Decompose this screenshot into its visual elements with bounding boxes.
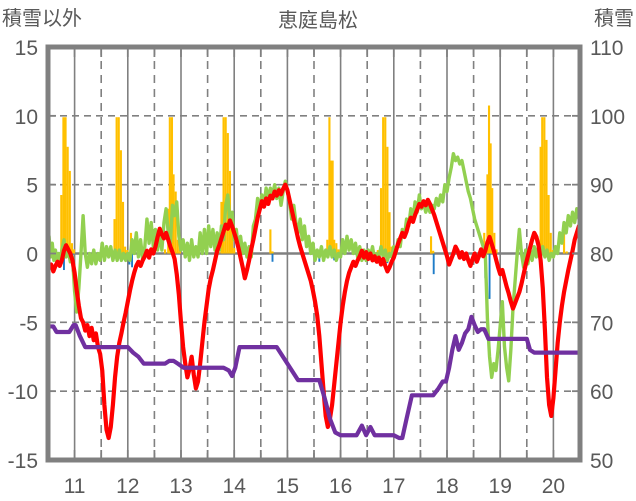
snow-bar bbox=[119, 150, 122, 254]
x-tick-label: 18 bbox=[435, 475, 458, 498]
snow-bar bbox=[486, 174, 489, 254]
snow-bar bbox=[222, 117, 225, 254]
snow-bar bbox=[543, 117, 546, 254]
snow-bar bbox=[126, 250, 129, 254]
chart-title: 恵庭島松 bbox=[278, 10, 358, 32]
y2-tick-label: 60 bbox=[590, 381, 613, 404]
x-tick-label: 15 bbox=[276, 475, 299, 498]
green-series-line bbox=[48, 151, 580, 383]
snow-bar bbox=[337, 249, 340, 254]
snow-bar bbox=[549, 232, 552, 254]
snow-bar bbox=[124, 246, 127, 254]
y-tick-label: -15 bbox=[8, 450, 38, 473]
x-tick-label: 13 bbox=[169, 475, 192, 498]
snow-bar bbox=[176, 239, 179, 254]
snow-bar bbox=[231, 222, 234, 254]
snow-bar bbox=[60, 194, 63, 254]
purple-series-line bbox=[48, 314, 580, 441]
x-tick-label: 16 bbox=[329, 475, 352, 498]
y-tick-label: 10 bbox=[15, 106, 38, 129]
snow-bar bbox=[388, 212, 391, 254]
x-tick-label: 20 bbox=[542, 475, 565, 498]
snow-bar bbox=[68, 170, 71, 254]
left-axis-title: 積雪以外 bbox=[2, 8, 82, 30]
snow-bar bbox=[70, 243, 74, 254]
snow-bar bbox=[121, 201, 125, 254]
blue-bar bbox=[131, 253, 134, 268]
snow-bar bbox=[329, 160, 333, 254]
snow-bar bbox=[333, 239, 336, 254]
snow-bar bbox=[226, 133, 229, 254]
snow-bar bbox=[539, 146, 542, 254]
snow-bar bbox=[224, 117, 227, 254]
snow-bar bbox=[541, 117, 544, 254]
x-tick-label: 11 bbox=[64, 475, 86, 498]
y-tick-label: -10 bbox=[8, 381, 38, 404]
snow-bar bbox=[495, 249, 498, 254]
snow-bar bbox=[386, 146, 389, 254]
plot-layer bbox=[48, 47, 580, 460]
y-tick-label: -5 bbox=[19, 312, 38, 335]
y-tick-label: 0 bbox=[26, 244, 38, 267]
snow-bar bbox=[271, 251, 274, 254]
snow-bar bbox=[379, 188, 383, 254]
snow-bar bbox=[384, 117, 387, 254]
x-tick-label: 19 bbox=[489, 475, 512, 498]
y2-tick-label: 90 bbox=[590, 175, 613, 198]
snow-bar bbox=[489, 143, 492, 254]
snow-bar bbox=[174, 191, 177, 254]
snow-bar bbox=[491, 188, 494, 254]
blue-bar bbox=[271, 253, 274, 262]
snow-bar bbox=[432, 250, 435, 254]
snow-bar bbox=[170, 117, 174, 254]
snow-bar bbox=[565, 251, 568, 254]
snow-bar bbox=[487, 105, 491, 254]
snow-bar bbox=[483, 232, 486, 254]
blue-bar bbox=[63, 253, 65, 271]
y2-tick-label: 50 bbox=[590, 450, 613, 473]
blue-bar bbox=[432, 253, 435, 275]
x-tick-label: 12 bbox=[116, 475, 139, 498]
snow-bar bbox=[117, 117, 120, 254]
snow-bar bbox=[113, 219, 116, 254]
snow-bar bbox=[547, 194, 550, 254]
y-tick-label: 15 bbox=[15, 37, 38, 60]
snow-bar bbox=[429, 236, 433, 254]
snow-bar bbox=[382, 117, 385, 254]
snow-bar bbox=[233, 247, 236, 254]
snow-bar bbox=[562, 225, 566, 254]
snow-bar bbox=[328, 117, 331, 254]
red-series-line bbox=[48, 182, 580, 441]
snow-bar bbox=[545, 139, 548, 254]
blue-bar bbox=[488, 253, 491, 299]
snow-bar bbox=[269, 229, 272, 254]
y2-tick-label: 110 bbox=[590, 37, 623, 60]
snow-bar bbox=[331, 160, 334, 254]
snow-bar bbox=[163, 249, 167, 254]
snow-bar bbox=[62, 117, 65, 254]
snow-bar bbox=[326, 239, 329, 254]
snow-bar bbox=[115, 117, 118, 254]
x-tick-label: 17 bbox=[382, 475, 405, 498]
snow-bar bbox=[64, 117, 67, 254]
snow-bar bbox=[335, 243, 338, 254]
y2-tick-label: 80 bbox=[590, 244, 613, 267]
x-tick-label: 14 bbox=[223, 475, 247, 498]
snow-bar bbox=[73, 249, 76, 254]
snow-bar bbox=[376, 250, 379, 254]
snow-bar bbox=[66, 146, 69, 254]
snow-bar bbox=[493, 232, 496, 254]
y-tick-label: 5 bbox=[26, 175, 38, 198]
y2-tick-label: 70 bbox=[590, 312, 613, 335]
y2-tick-label: 100 bbox=[590, 106, 625, 129]
right-axis-title: 積雪 bbox=[594, 8, 634, 30]
